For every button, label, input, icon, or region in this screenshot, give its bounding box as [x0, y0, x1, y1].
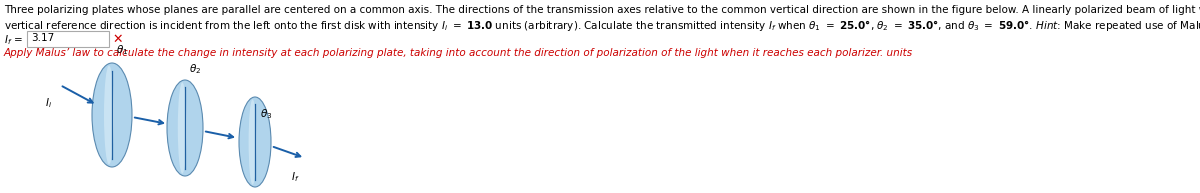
Text: 3.17: 3.17: [31, 33, 54, 43]
Ellipse shape: [239, 97, 271, 187]
Ellipse shape: [178, 82, 187, 174]
Text: ✕: ✕: [112, 33, 122, 46]
Text: $I_f$: $I_f$: [290, 170, 299, 184]
Text: Apply Malus’ law to calculate the change in intensity at each polarizing plate, : Apply Malus’ law to calculate the change…: [4, 48, 913, 58]
Text: $\theta_3$: $\theta_3$: [260, 107, 272, 121]
Text: $\theta_1$: $\theta_1$: [116, 43, 128, 57]
Ellipse shape: [248, 99, 257, 185]
Text: $I_f$ =: $I_f$ =: [4, 33, 23, 47]
Text: vertical reference direction is incident from the left onto the first disk with : vertical reference direction is incident…: [4, 18, 1200, 33]
FancyBboxPatch shape: [28, 31, 109, 47]
Text: $\theta_2$: $\theta_2$: [190, 62, 202, 76]
Ellipse shape: [167, 80, 203, 176]
Text: $I_i$: $I_i$: [44, 96, 52, 110]
Text: Three polarizing plates whose planes are parallel are centered on a common axis.: Three polarizing plates whose planes are…: [4, 5, 1200, 15]
Ellipse shape: [92, 63, 132, 167]
Ellipse shape: [104, 66, 114, 164]
